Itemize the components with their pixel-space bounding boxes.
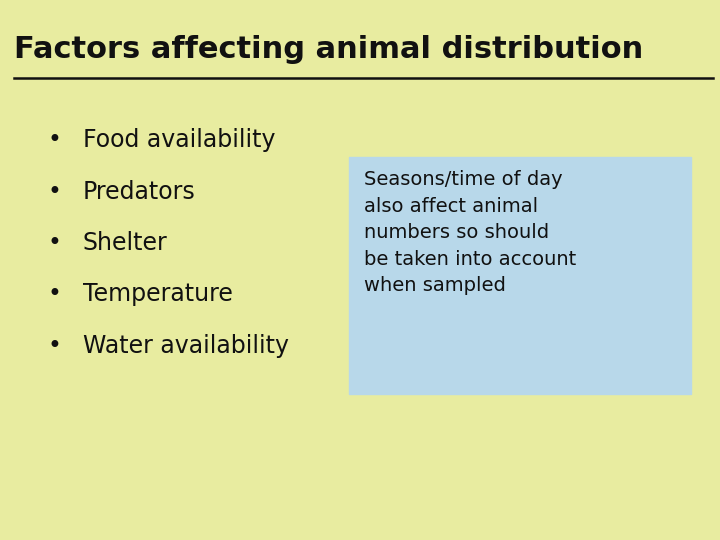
Text: •: • [47, 180, 61, 204]
Text: •: • [47, 334, 61, 357]
Text: •: • [47, 231, 61, 255]
Text: Water availability: Water availability [83, 334, 289, 357]
Text: Seasons/time of day
also affect animal
numbers so should
be taken into account
w: Seasons/time of day also affect animal n… [364, 170, 576, 295]
Text: Shelter: Shelter [83, 231, 168, 255]
FancyBboxPatch shape [349, 157, 691, 394]
Text: •: • [47, 282, 61, 306]
Text: Temperature: Temperature [83, 282, 233, 306]
Text: Factors affecting animal distribution: Factors affecting animal distribution [14, 35, 644, 64]
Text: Predators: Predators [83, 180, 196, 204]
Text: Food availability: Food availability [83, 129, 275, 152]
Text: •: • [47, 129, 61, 152]
